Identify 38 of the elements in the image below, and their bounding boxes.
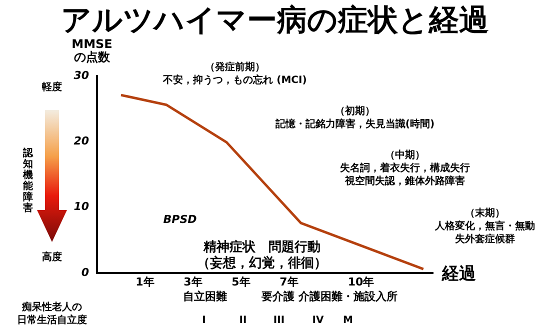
text: 失外套症候群 — [454, 234, 516, 246]
text: I — [202, 315, 206, 326]
text: 認知機能障害 — [22, 148, 34, 214]
y-tick-label: 20 — [74, 134, 90, 148]
x-tick-label: 5年 — [232, 275, 250, 288]
x-axis-title: 経過 — [442, 264, 476, 286]
text: 要介護 — [262, 290, 294, 303]
annotation: （妄想，幻覚，徘徊） — [196, 256, 328, 272]
annotation: （初期） — [334, 106, 376, 118]
text: 人格変化，無言・無動 — [434, 221, 536, 234]
annotation: 記憶・記銘力障害，失見当識(時間) — [274, 119, 436, 132]
x-tick-label: 10年 — [348, 275, 374, 288]
annotation: （中期） — [384, 150, 426, 162]
y-tick-label: 30 — [74, 68, 90, 82]
x-tick-label: 3年 — [184, 275, 202, 288]
chart-title: アルツハイマー病の症状と経過 — [60, 2, 490, 39]
text: M — [343, 315, 353, 326]
annotation: 精神症状 問題行動 — [202, 240, 322, 256]
annotation: BPSD — [162, 213, 198, 227]
annotation: 視空間失認，錐体外路障害 — [344, 176, 466, 188]
x-tick-label: 7年 — [280, 275, 298, 288]
annotation: 失名詞，着衣失行，構成失行 — [339, 163, 471, 175]
annotation: 不安，抑うつ，もの忘れ (MCI) — [163, 75, 307, 86]
x-tick-label: 1年 — [136, 275, 154, 288]
y-tick-label: 0 — [81, 266, 90, 279]
text: II — [239, 315, 247, 326]
y-axis-title: MMSE の点数 — [70, 37, 114, 64]
text: 自立困難 — [183, 290, 227, 303]
text: 高度 — [42, 252, 62, 263]
text: 日常生活自立度 — [16, 315, 88, 328]
text: 介護困難・施設入所 — [298, 290, 398, 303]
y-tick-label: 10 — [74, 200, 90, 214]
text: （末期） — [464, 208, 506, 220]
text: 軽度 — [42, 82, 62, 93]
text: （発症前期） — [205, 62, 265, 73]
text: III — [273, 315, 285, 326]
text: IV — [312, 315, 324, 326]
text: 痴呆性老人の — [20, 302, 83, 314]
